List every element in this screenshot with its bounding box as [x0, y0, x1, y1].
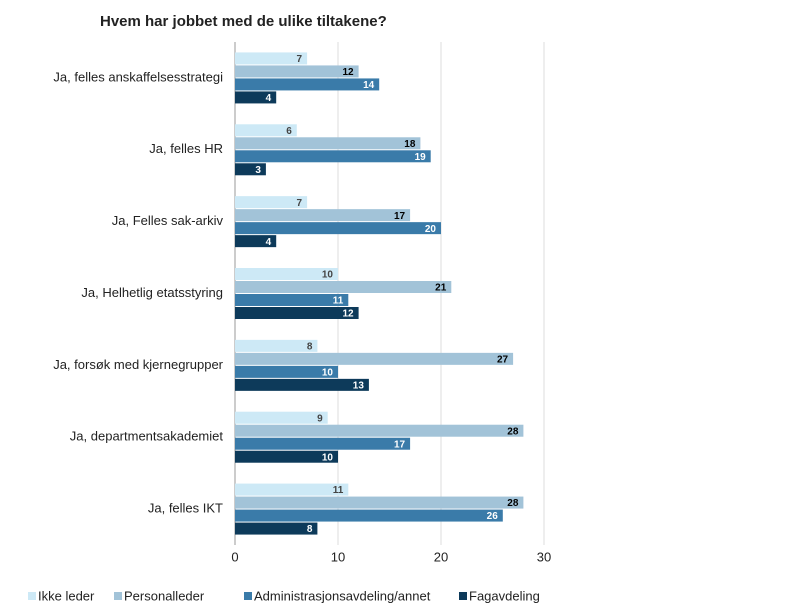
value-label: 19 [415, 152, 427, 163]
bar [235, 496, 524, 509]
value-label: 6 [286, 126, 292, 137]
value-label: 12 [342, 309, 354, 320]
bar [235, 281, 452, 293]
bar [235, 339, 318, 352]
bar [235, 509, 503, 522]
y-tick-label: Ja, felles HR [149, 141, 223, 156]
bar [235, 163, 266, 176]
value-label: 10 [322, 367, 334, 378]
bar [235, 209, 411, 222]
value-label: 8 [307, 341, 313, 352]
bar [235, 294, 349, 306]
value-label: 4 [266, 93, 272, 104]
value-label: 13 [353, 380, 365, 391]
x-tick-label: 0 [231, 549, 238, 564]
y-tick-label: Ja, Helhetlig etatsstyring [81, 285, 223, 300]
legend-label: Fagavdeling [469, 588, 540, 603]
value-label: 27 [497, 354, 509, 365]
y-tick-label: Ja, forsøk med kjernegrupper [53, 357, 223, 372]
legend-swatch [244, 592, 252, 600]
value-label: 20 [425, 224, 437, 235]
value-label: 3 [255, 165, 261, 176]
bar [235, 196, 308, 209]
value-label: 26 [487, 511, 499, 522]
value-label: 10 [322, 452, 334, 463]
legend-label: Ikke leder [38, 588, 95, 603]
bar [235, 222, 441, 235]
value-label: 21 [435, 283, 447, 294]
value-label: 4 [266, 237, 272, 248]
value-label: 9 [317, 413, 323, 424]
bar [235, 365, 338, 378]
legend-swatch [114, 592, 122, 600]
y-tick-label: Ja, felles IKT [148, 501, 223, 516]
y-tick-label: Ja, departmentsakademiet [70, 429, 224, 444]
legend-swatch [459, 592, 467, 600]
value-label: 11 [333, 296, 344, 307]
bar [235, 65, 359, 78]
value-label: 7 [297, 54, 303, 65]
value-label: 8 [307, 524, 313, 535]
chart-title: Hvem har jobbet med de ulike tiltakene? [100, 13, 387, 30]
bar [235, 411, 328, 424]
bar [235, 437, 411, 450]
bar [235, 137, 421, 150]
bar [235, 124, 297, 137]
value-label: 14 [363, 80, 375, 91]
legend-label: Administrasjonsavdeling/annet [254, 588, 431, 603]
bar [235, 268, 338, 280]
y-tick-label: Ja, Felles sak-arkiv [112, 213, 224, 228]
x-tick-label: 20 [434, 549, 448, 564]
value-label: 28 [507, 498, 519, 509]
bar [235, 307, 359, 319]
bar [235, 150, 431, 163]
bar [235, 352, 514, 365]
x-tick-label: 10 [331, 549, 345, 564]
bar [235, 483, 349, 496]
bar [235, 450, 338, 463]
bar [235, 378, 369, 391]
legend-label: Personalleder [124, 588, 205, 603]
legend-swatch [28, 592, 36, 600]
bar [235, 52, 308, 65]
value-label: 28 [507, 426, 519, 437]
value-label: 7 [297, 198, 303, 209]
y-tick-label: Ja, felles anskaffelsesstrategi [53, 69, 223, 84]
bar [235, 522, 318, 535]
value-label: 10 [322, 270, 334, 281]
x-tick-label: 30 [537, 549, 551, 564]
bar [235, 424, 524, 437]
bar [235, 91, 277, 104]
value-label: 12 [342, 67, 354, 78]
bar [235, 78, 380, 91]
bar [235, 235, 277, 248]
value-label: 17 [394, 211, 406, 222]
value-label: 11 [333, 485, 344, 496]
value-label: 17 [394, 439, 406, 450]
value-label: 18 [404, 139, 416, 150]
